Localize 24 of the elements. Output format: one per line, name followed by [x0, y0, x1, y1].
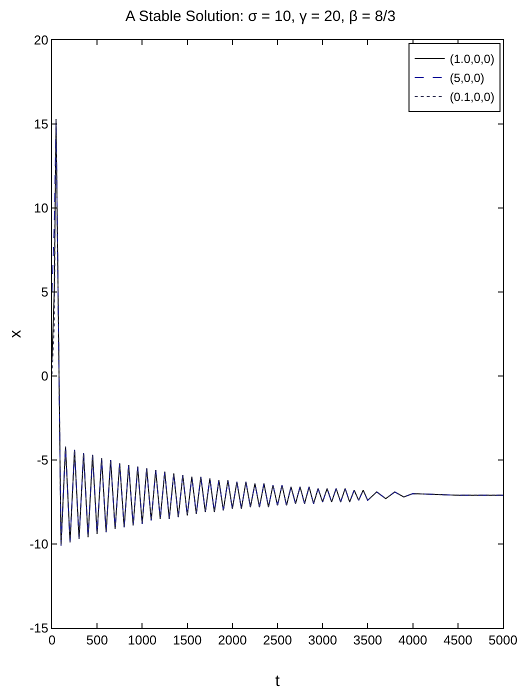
x-tick-label: 2500	[263, 632, 292, 648]
y-axis-title: x	[8, 330, 25, 338]
y-tick-label: 0	[41, 368, 48, 384]
x-tick-label: 500	[86, 632, 108, 648]
x-tick-label: 3000	[308, 632, 338, 648]
y-tick-label: 10	[34, 200, 48, 216]
legend-label: (1.0,0,0)	[450, 52, 494, 66]
x-tick-label: 4000	[398, 632, 428, 648]
y-tick-label: -15	[30, 620, 48, 636]
legend-label: (5,0,0)	[450, 71, 484, 86]
x-tick-label: 1000	[128, 632, 157, 648]
y-tick-label: -10	[30, 536, 48, 552]
legend-label: (0.1,0,0)	[450, 90, 494, 104]
chart-title: A Stable Solution: σ = 10, γ = 20, β = 8/3	[125, 8, 396, 25]
x-tick-label: 2000	[218, 632, 247, 648]
y-tick-label: 15	[34, 116, 48, 132]
x-axis-title: t	[275, 673, 280, 690]
x-tick-label: 5000	[488, 632, 518, 648]
y-tick-label: -5	[36, 452, 48, 468]
x-tick-label: 1500	[172, 632, 202, 648]
x-tick-label: 3500	[353, 632, 382, 648]
x-tick-label: 4500	[443, 632, 472, 648]
y-tick-label: 5	[41, 284, 48, 300]
y-tick-label: 20	[34, 32, 48, 48]
